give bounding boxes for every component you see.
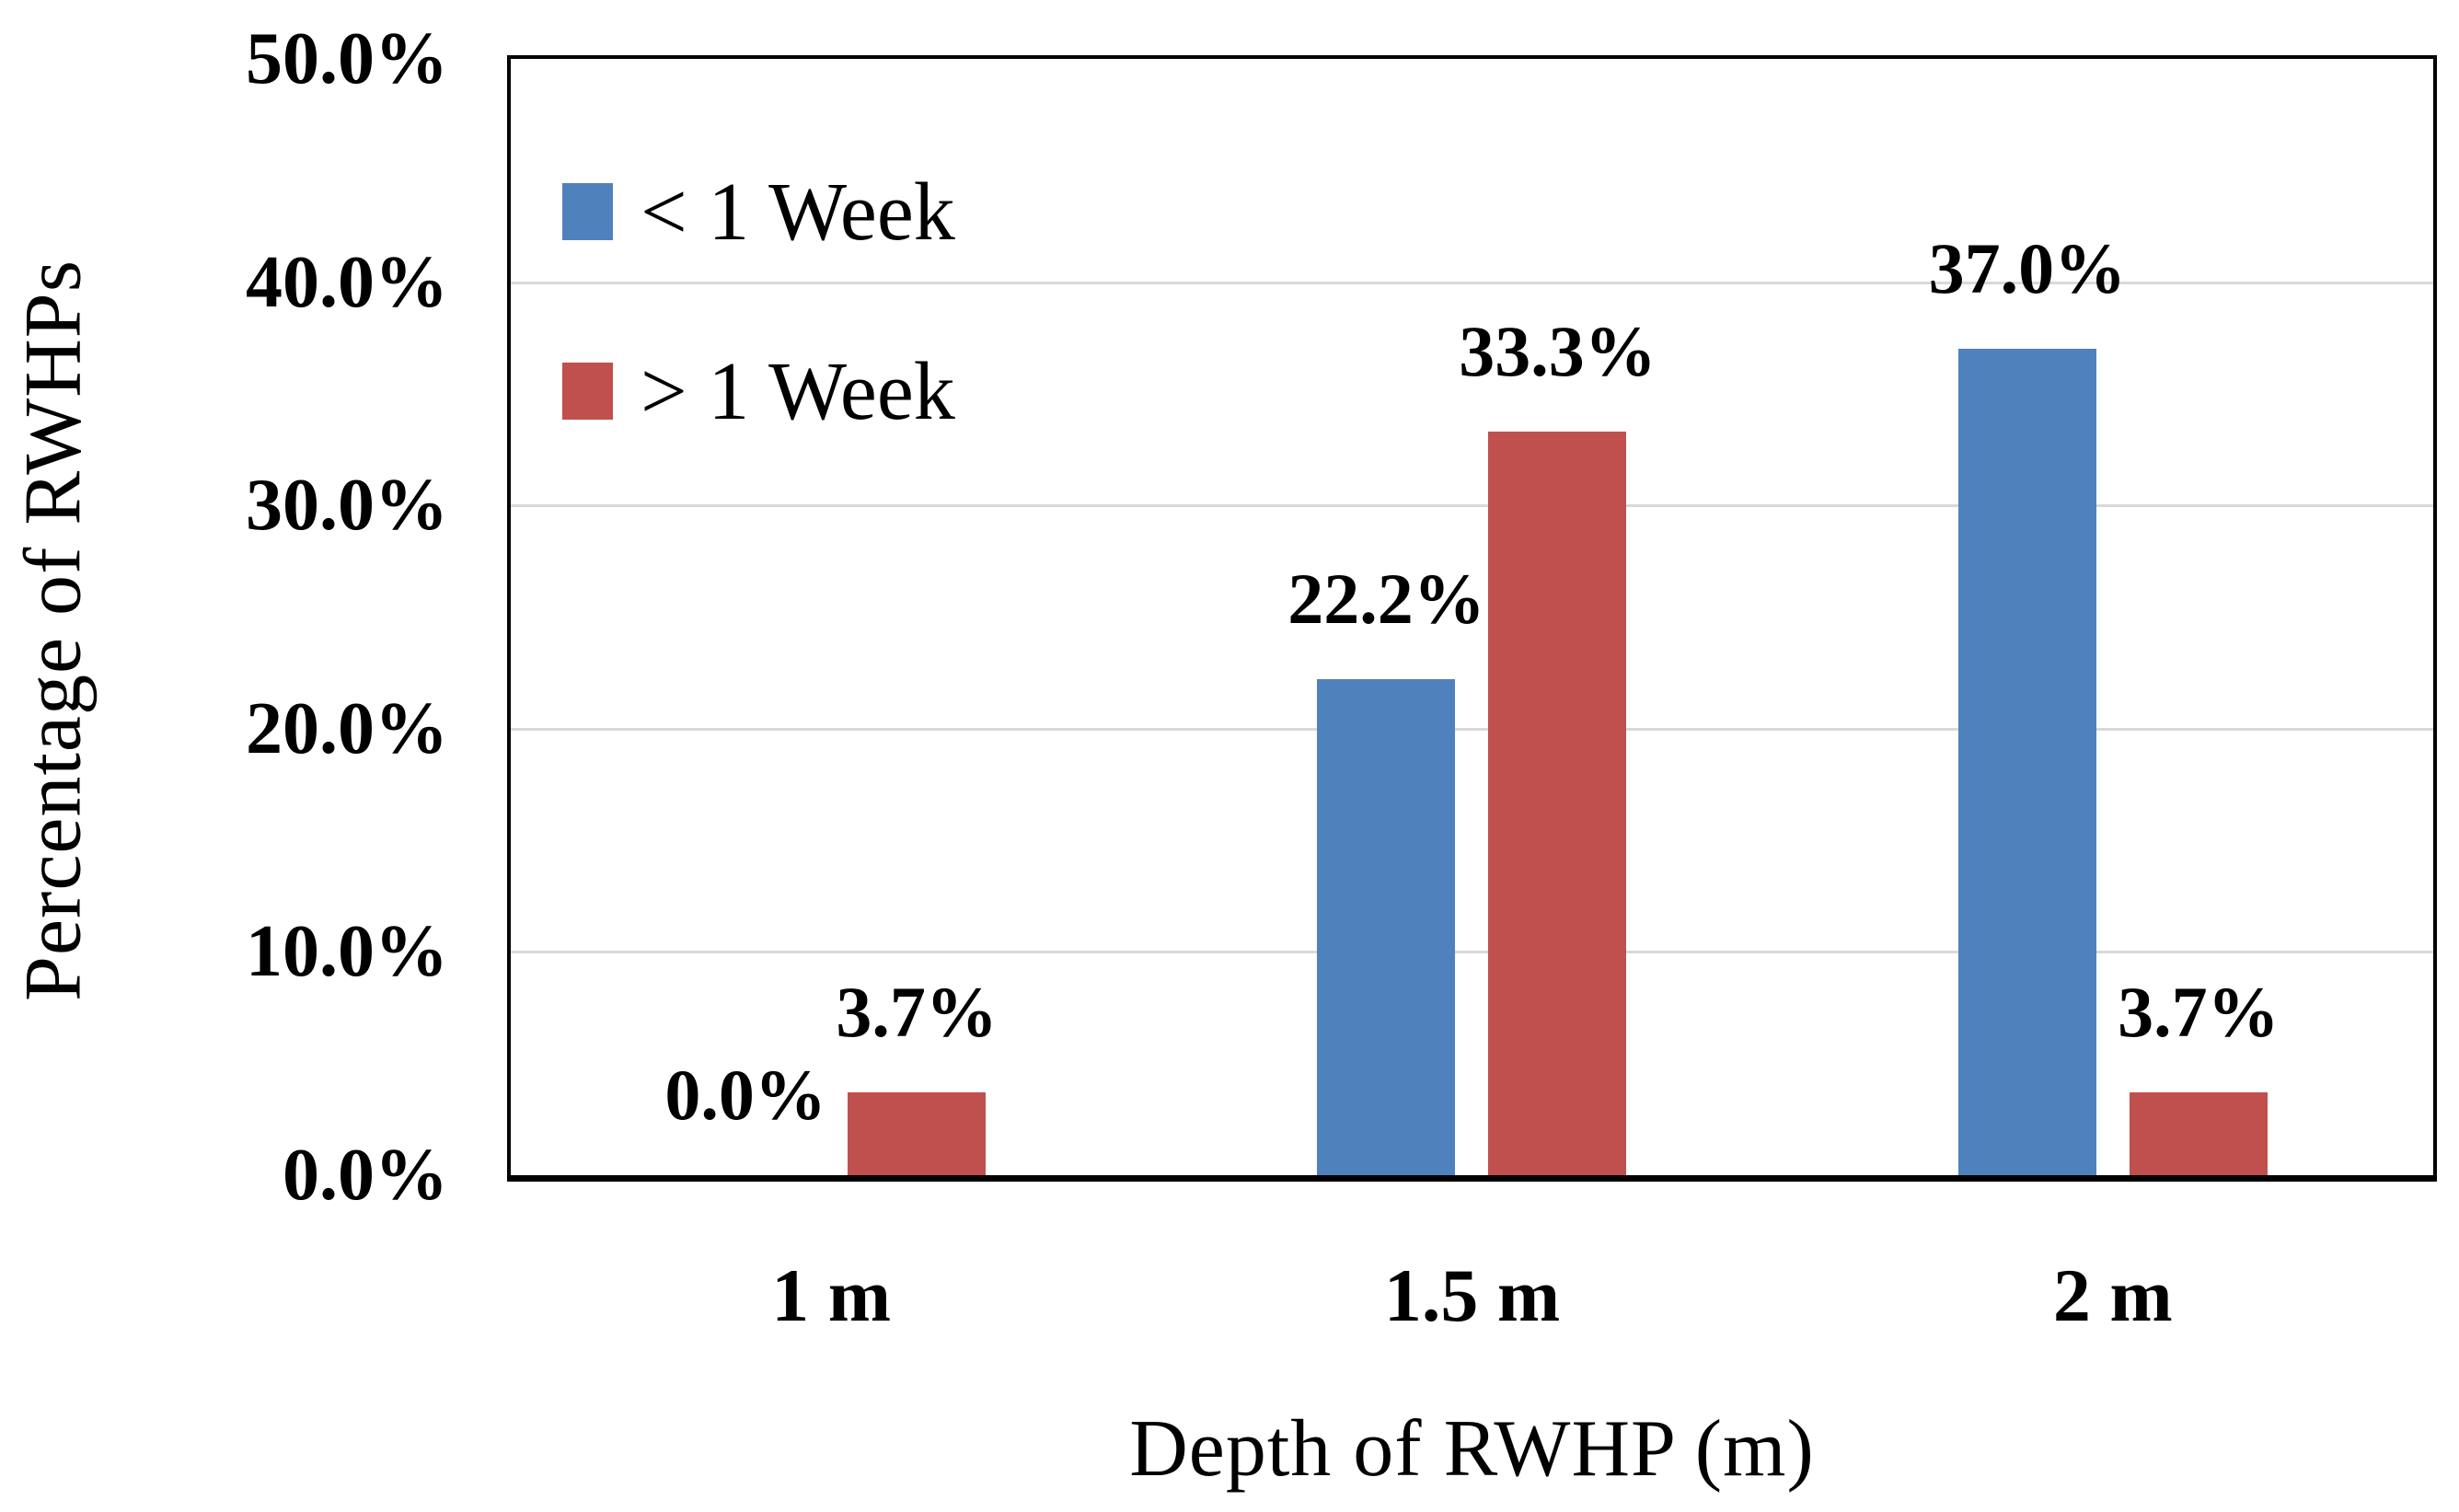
bar-slot-lt1week-1m: 0.0%: [664, 59, 826, 1175]
bar-value-label: 0.0%: [664, 1055, 826, 1135]
bar-slot-lt1week-1p5m: 22.2%: [1287, 59, 1485, 1175]
bar-gt1week-1m: [848, 1092, 987, 1175]
bar-slot-gt1week-2m: 3.7%: [2118, 59, 2280, 1175]
bar-slot-gt1week-1p5m: 33.3%: [1459, 59, 1657, 1175]
x-axis-title: Depth of RWHP (m): [1129, 1404, 1815, 1494]
bar-group-1p5m: 22.2% 33.3%: [1151, 59, 1792, 1175]
bar-value-label: 37.0%: [1928, 228, 2127, 309]
plot-area: 0.0% 3.7% 22.2% 33.3%: [507, 55, 2437, 1182]
legend-swatch-lt1week: [562, 183, 613, 240]
bar-value-label: 3.7%: [2118, 972, 2280, 1053]
bar-lt1week-2m: [1957, 349, 2096, 1175]
bar-gt1week-2m: [2129, 1092, 2268, 1175]
y-axis-title: Percentage of RWHPs: [8, 260, 98, 1001]
legend-label-lt1week: < 1 Week: [641, 166, 955, 258]
bar-lt1week-1p5m: [1317, 679, 1456, 1175]
bar-value-label: 33.3%: [1459, 311, 1657, 392]
legend-item-gt1week: > 1 Week: [562, 346, 955, 437]
bar-value-label: 3.7%: [836, 972, 998, 1053]
y-tick-label-30: 30.0%: [246, 465, 448, 546]
y-tick-label-20: 20.0%: [246, 688, 448, 769]
bar-slot-gt1week-1m: 3.7%: [836, 59, 998, 1175]
y-tick-label-0: 0.0%: [283, 1135, 448, 1216]
bar-groups: 0.0% 3.7% 22.2% 33.3%: [511, 59, 2433, 1175]
gridline-10pct: [511, 951, 2433, 954]
legend-swatch-gt1week: [562, 363, 613, 420]
gridline-40pct: [511, 281, 2433, 284]
x-tick-label-2m: 2 m: [2052, 1253, 2173, 1337]
y-tick-label-50: 50.0%: [246, 18, 448, 99]
bar-slot-lt1week-2m: 37.0%: [1929, 59, 2126, 1175]
bar-gt1week-1p5m: [1488, 432, 1627, 1175]
gridline-30pct: [511, 504, 2433, 508]
x-tick-label-1m: 1 m: [771, 1253, 892, 1337]
bar-value-label: 22.2%: [1287, 559, 1485, 640]
bar-group-2m: 37.0% 3.7%: [1793, 59, 2433, 1175]
x-tick-label-1p5m: 1.5 m: [1383, 1253, 1561, 1337]
legend-label-gt1week: > 1 Week: [641, 345, 955, 437]
y-tick-label-10: 10.0%: [246, 911, 448, 992]
y-tick-label-40: 40.0%: [246, 242, 448, 323]
x-axis-tick-labels: 1 m 1.5 m 2 m: [511, 1250, 2433, 1342]
legend-item-lt1week: < 1 Week: [562, 167, 955, 258]
gridline-20pct: [511, 727, 2433, 731]
bar-group-1m: 0.0% 3.7%: [511, 59, 1151, 1175]
